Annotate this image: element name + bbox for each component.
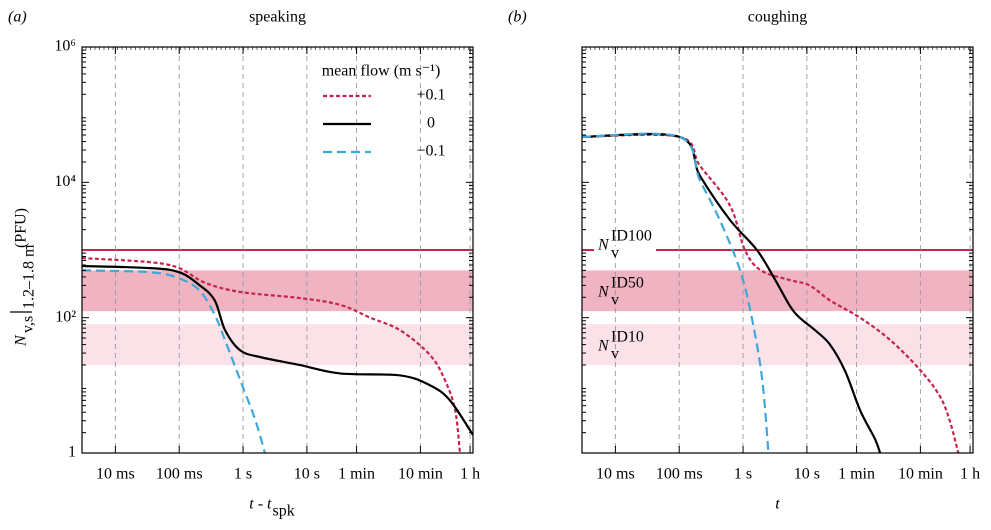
plot-area bbox=[582, 47, 973, 453]
y-label-sub: v,s bbox=[20, 316, 37, 333]
symbol-sub: v bbox=[611, 291, 619, 308]
y-axis-label: Nv,s 1.2–1.8 m(PFU) bbox=[10, 208, 38, 347]
x-axis-label: t bbox=[775, 496, 780, 513]
series-line bbox=[82, 264, 473, 436]
x-tick-label: 10 ms bbox=[96, 466, 135, 483]
x-tick-label: 10 s bbox=[794, 466, 820, 483]
symbol-sup: ID50 bbox=[611, 274, 644, 291]
x-axis-label: t - t bbox=[249, 496, 272, 513]
symbol-sup: ID10 bbox=[611, 328, 644, 345]
panel-label: (a) bbox=[8, 9, 27, 26]
x-tick-label: 10 s bbox=[294, 466, 320, 483]
threshold-band bbox=[82, 324, 473, 365]
legend-label: 0 bbox=[427, 115, 435, 132]
plot-area bbox=[82, 47, 473, 453]
threshold-band bbox=[82, 270, 473, 312]
panel-label: (b) bbox=[508, 9, 527, 26]
symbol-sub: v bbox=[611, 345, 619, 362]
x-tick-label: 10 min bbox=[898, 466, 943, 483]
legend-label: −0.1 bbox=[416, 143, 445, 160]
x-tick-label: 1 s bbox=[234, 466, 252, 483]
symbol-sub: v bbox=[611, 245, 619, 262]
legend-title: mean flow (m s⁻¹) bbox=[322, 63, 441, 80]
y-tick-label: 10⁶ bbox=[54, 38, 76, 55]
series-line bbox=[82, 269, 266, 453]
x-tick-label: 1 s bbox=[734, 466, 752, 483]
x-tick-label: 10 ms bbox=[596, 466, 635, 483]
x-tick-label: 1 h bbox=[960, 466, 980, 483]
y-tick-label: 10⁴ bbox=[54, 173, 76, 190]
series-line bbox=[82, 256, 462, 453]
chart-title: speaking bbox=[249, 9, 306, 26]
chart-title: coughing bbox=[748, 9, 808, 26]
series-line bbox=[582, 132, 882, 453]
y-tick-label: 1 bbox=[68, 444, 76, 461]
x-axis-label-sub: spk bbox=[273, 503, 295, 520]
y-label-symbol: N bbox=[13, 334, 30, 347]
x-tick-label: 1 min bbox=[338, 466, 375, 483]
plot-frame bbox=[81, 46, 474, 454]
y-label-eval: 1.2–1.8 m bbox=[21, 244, 38, 309]
y-label-unit: (PFU) bbox=[13, 208, 30, 248]
series-line bbox=[582, 132, 770, 453]
symbol: N bbox=[597, 337, 610, 354]
symbol: N bbox=[597, 283, 610, 300]
symbol: N bbox=[597, 237, 610, 254]
x-tick-label: 1 h bbox=[460, 466, 480, 483]
symbol-sup: ID100 bbox=[611, 228, 652, 245]
label-backdrop bbox=[594, 246, 656, 254]
x-tick-label: 100 ms bbox=[156, 466, 203, 483]
x-tick-label: 1 min bbox=[838, 466, 875, 483]
y-tick-label: 10² bbox=[55, 308, 76, 325]
x-tick-label: 100 ms bbox=[656, 466, 703, 483]
x-tick-label: 10 min bbox=[398, 466, 443, 483]
series-line bbox=[582, 133, 960, 453]
plot-frame bbox=[581, 46, 974, 454]
legend-label: +0.1 bbox=[416, 87, 445, 104]
